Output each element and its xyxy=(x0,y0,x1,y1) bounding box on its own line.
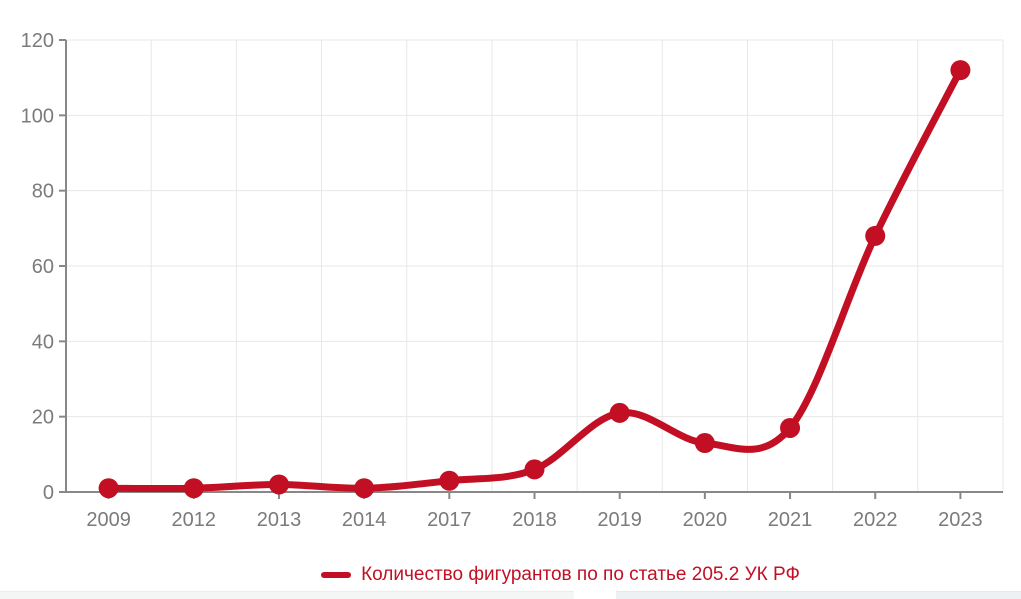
x-axis-label: 2023 xyxy=(938,509,983,531)
legend-line-marker xyxy=(321,572,352,578)
y-axis-label: 80 xyxy=(32,181,54,203)
bottom-edge-element-right xyxy=(616,591,1021,599)
data-point xyxy=(609,402,630,423)
data-point xyxy=(439,470,460,491)
x-axis-label: 2013 xyxy=(257,509,302,531)
x-axis-label: 2019 xyxy=(597,509,642,531)
data-point xyxy=(354,478,375,499)
data-point xyxy=(524,459,545,480)
data-point xyxy=(865,225,886,246)
data-point xyxy=(268,474,289,495)
x-axis-label: 2012 xyxy=(172,509,217,531)
y-axis-label: 120 xyxy=(21,30,54,52)
y-axis-label: 40 xyxy=(32,331,54,353)
x-axis-label: 2020 xyxy=(683,509,728,531)
data-point xyxy=(98,478,119,499)
x-axis-label: 2014 xyxy=(342,509,387,531)
data-point xyxy=(183,478,204,499)
bottom-edge-element-left xyxy=(0,591,574,599)
x-axis-label: 2018 xyxy=(512,509,557,531)
data-point xyxy=(950,60,971,81)
x-axis-label: 2022 xyxy=(853,509,898,531)
y-axis-label: 20 xyxy=(32,407,54,429)
x-axis-label: 2017 xyxy=(427,509,472,531)
data-point xyxy=(694,433,715,454)
data-point xyxy=(780,417,801,438)
x-axis-label: 2021 xyxy=(768,509,813,531)
y-axis-label: 100 xyxy=(21,105,54,127)
y-axis-label: 60 xyxy=(32,256,54,278)
chart-legend[interactable]: Количество фигурантов по по статье 205.2… xyxy=(50,560,1021,590)
legend-series-label: Количество фигурантов по по статье 205.2… xyxy=(361,564,800,585)
x-axis-label: 2009 xyxy=(86,509,131,531)
y-axis-label: 0 xyxy=(43,482,54,504)
